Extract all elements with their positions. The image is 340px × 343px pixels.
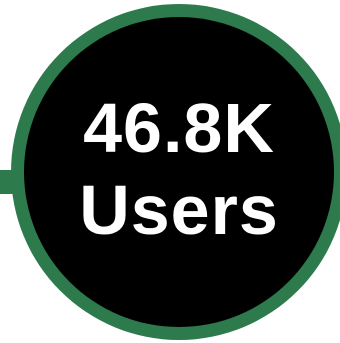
badge-core: 46.8K Users [24,17,334,327]
stat-label: Users [79,171,279,249]
stat-value: 46.8K [83,89,275,167]
